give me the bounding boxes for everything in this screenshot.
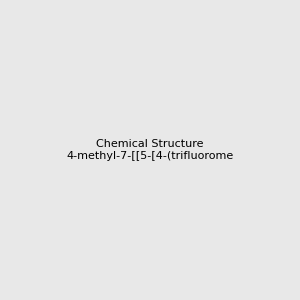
Text: Chemical Structure
4-methyl-7-[[5-[4-(trifluorome: Chemical Structure 4-methyl-7-[[5-[4-(tr… (66, 139, 234, 161)
